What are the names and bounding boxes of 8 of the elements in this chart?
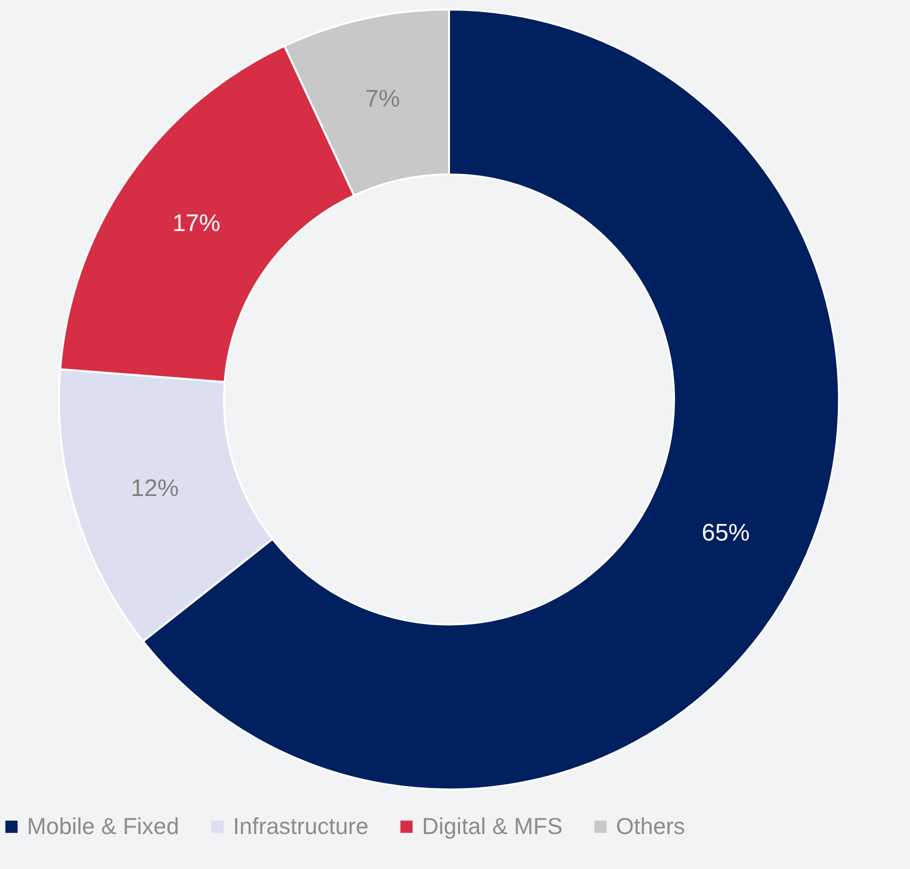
data-label: 17% [172,210,220,238]
data-label: 12% [130,475,179,502]
legend-label: Others [616,812,686,839]
data-label: 7% [365,85,400,112]
legend-label: Mobile & Fixed [27,812,180,839]
legend-label: Infrastructure [233,812,368,839]
data-label: 65% [702,520,750,547]
legend-label: Digital & MFS [422,812,563,839]
